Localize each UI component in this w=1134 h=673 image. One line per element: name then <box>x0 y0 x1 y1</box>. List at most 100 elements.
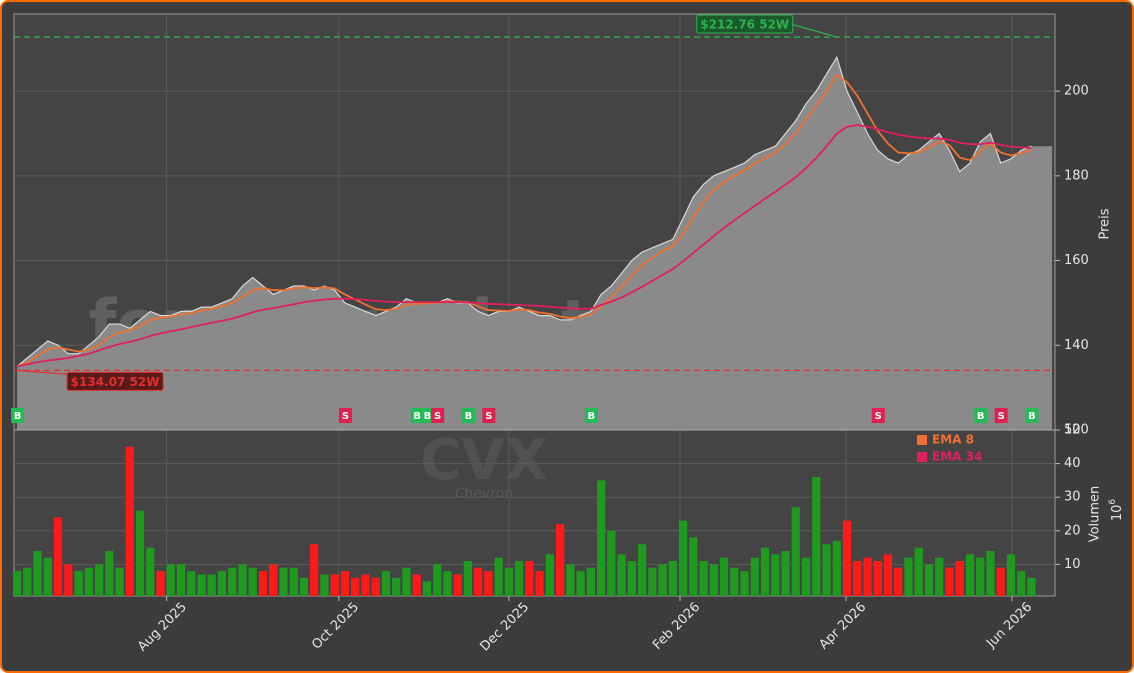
y2-tick-label: 50 <box>1064 423 1081 438</box>
y-tick-label: 200 <box>1064 84 1089 99</box>
legend-label: EMA 8 <box>932 433 974 447</box>
high-52w-box <box>696 14 794 34</box>
volume-bar <box>412 574 421 596</box>
signal-marker <box>410 408 424 423</box>
ticker-watermark: CVX <box>420 428 548 493</box>
unit-base: 10 <box>1110 505 1125 522</box>
volume-bar <box>986 550 995 596</box>
volume-bar <box>504 567 513 596</box>
volume-bar <box>637 544 647 596</box>
volume-bar <box>258 571 268 596</box>
y2-tick-label: 30 <box>1064 490 1081 505</box>
y2-tick-label: 10 <box>1064 557 1081 572</box>
volume-bar <box>330 574 339 596</box>
y2-axis-unit: 106 <box>1108 499 1125 522</box>
volume-bar <box>217 571 227 596</box>
volume-bar <box>320 574 329 596</box>
volume-bar <box>74 571 83 596</box>
legend-swatch <box>917 452 927 462</box>
volume-bar <box>556 524 565 596</box>
volume-bar <box>627 561 636 596</box>
volume-bar <box>525 561 534 596</box>
volume-bar <box>617 554 626 596</box>
volume-bar <box>135 510 145 596</box>
volume-bar <box>945 567 954 596</box>
volume-bar <box>187 571 196 596</box>
volume-bar <box>269 564 278 596</box>
unit-exp: 6 <box>1108 499 1118 505</box>
volume-bar <box>84 567 93 596</box>
x-tick-label: Dec 2025 <box>477 600 532 655</box>
volume-bar <box>166 564 175 596</box>
volume-bar <box>955 561 964 596</box>
volume-bar <box>125 446 134 596</box>
volume-bar <box>248 567 257 596</box>
volume-bar <box>750 557 759 596</box>
volume-bar <box>453 574 462 596</box>
company-watermark: Chevron <box>455 486 513 502</box>
volume-bar <box>678 520 688 596</box>
volume-bar <box>597 480 606 596</box>
price-area <box>17 57 1052 430</box>
volume-bar <box>422 581 432 596</box>
volume-bar <box>801 557 811 596</box>
signal-label: S <box>998 411 1005 422</box>
volume-bar <box>760 547 770 596</box>
volume-bar <box>658 564 667 596</box>
volume-bar <box>228 567 237 596</box>
y2-axis-title: Volumen <box>1088 486 1103 543</box>
volume-bar <box>443 571 452 596</box>
volume-bar <box>822 544 831 596</box>
signal-label: B <box>977 411 985 422</box>
volume-bar <box>894 567 903 596</box>
volume-bar <box>689 537 698 596</box>
signal-label: B <box>465 411 473 422</box>
ema-line <box>16 73 1032 368</box>
volume-bar <box>43 557 52 596</box>
volume-bar <box>996 567 1005 596</box>
signal-marker <box>11 408 25 423</box>
volume-bar <box>1006 554 1016 596</box>
volume-bar <box>965 554 975 596</box>
x-tick-label: Oct 2025 <box>309 600 362 653</box>
signal-marker <box>461 408 475 423</box>
signal-label: B <box>1028 411 1036 422</box>
volume-bar <box>146 547 155 596</box>
y2-tick-label: 20 <box>1064 523 1081 538</box>
signal-marker <box>338 408 352 423</box>
volume-bar <box>740 571 749 596</box>
volume-bar <box>463 561 472 596</box>
volume-bar <box>474 567 483 596</box>
volume-bar <box>535 571 544 596</box>
legend-label: EMA 34 <box>932 450 982 464</box>
volume-bar <box>648 567 657 596</box>
signal-label: B <box>424 411 432 422</box>
volume-bar <box>33 550 42 596</box>
volume-bar <box>1017 571 1026 596</box>
volume-bar <box>23 567 32 596</box>
volume-bar <box>197 574 206 596</box>
volume-bar <box>156 571 165 596</box>
volume-bar <box>238 564 247 596</box>
volume-bar <box>484 571 493 596</box>
signal-marker <box>431 408 445 423</box>
volume-bar <box>924 564 934 596</box>
volume-bar <box>351 577 360 596</box>
volume-bar <box>402 567 411 596</box>
signal-marker <box>994 408 1008 423</box>
volume-bar <box>791 507 800 596</box>
volume-bar <box>381 571 391 596</box>
volume-bar <box>976 557 985 596</box>
low-52w-box <box>66 371 164 391</box>
x-tick-label: Apr 2026 <box>816 600 869 653</box>
volume-bar <box>781 550 790 596</box>
high-52w-label: $212.76 52W <box>700 18 789 32</box>
volume-bar <box>576 571 585 596</box>
volume-bar <box>842 520 852 596</box>
volume-bar <box>94 564 104 596</box>
volume-bar <box>812 477 821 596</box>
price-panel <box>14 14 1055 430</box>
volume-bar <box>863 557 872 596</box>
